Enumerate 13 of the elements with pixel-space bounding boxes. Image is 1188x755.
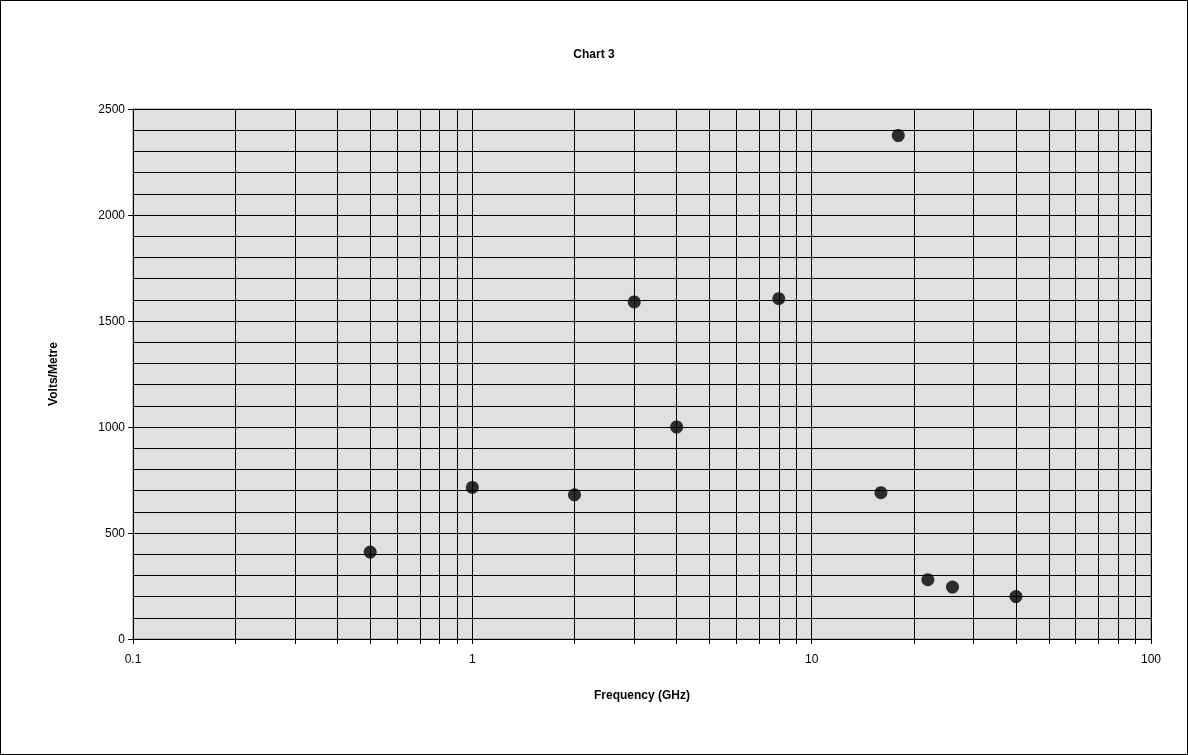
y-axis-title: Volts/Metre [46,341,60,406]
y-tick-label: 2500 [98,102,126,116]
y-tick-label: 0 [118,632,126,646]
x-tick-label: 10 [804,652,819,666]
y-tick-label: 1000 [98,420,126,434]
y-tick-label: 1500 [98,314,126,328]
y-tick-label: 2000 [98,208,126,222]
y-tick-label: 500 [104,526,126,540]
x-tick-label: 0.1 [124,652,142,666]
x-axis-title: Frequency (GHz) [593,688,691,702]
x-tick-label: 1 [468,652,476,666]
x-tick-label: 100 [1140,652,1162,666]
chart-title: Chart 3 [573,47,615,61]
